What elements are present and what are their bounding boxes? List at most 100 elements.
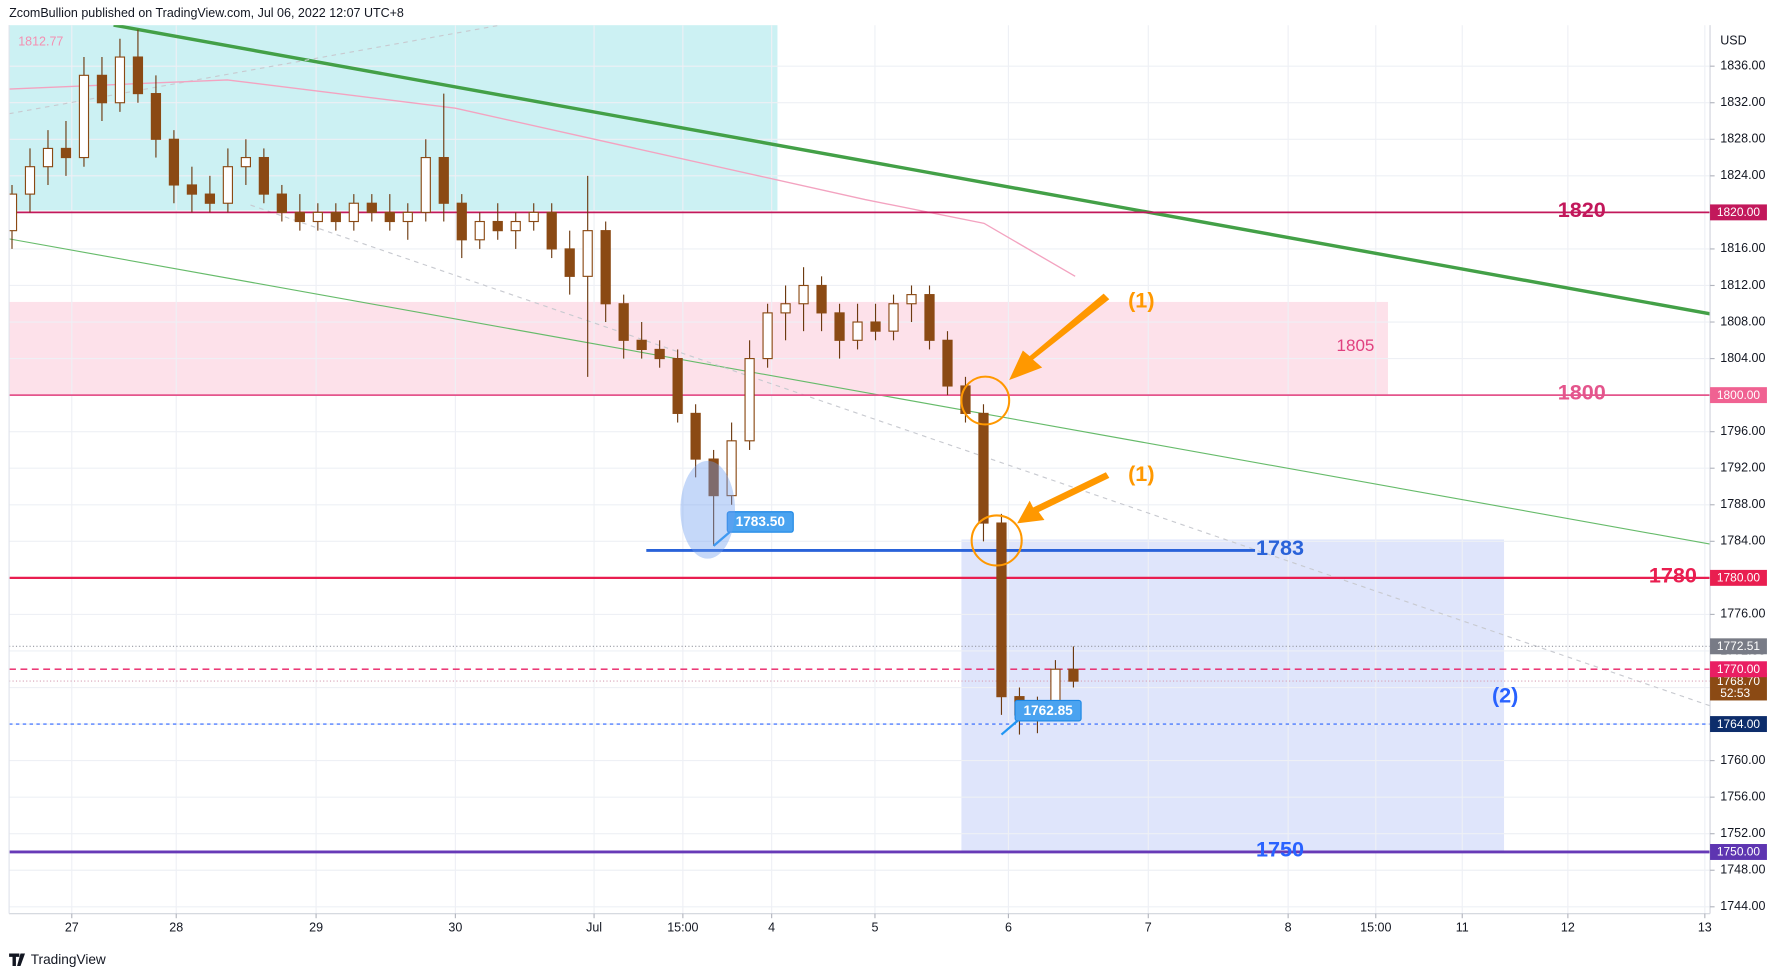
callout-label: 1783.50 (736, 514, 786, 529)
price-tag-label: 1750.00 (1717, 845, 1761, 859)
candle-body (636, 339, 647, 351)
candle-body (96, 74, 108, 104)
zone (961, 539, 1505, 852)
candle-body (222, 166, 234, 204)
x-tick-label: 13 (1698, 921, 1712, 935)
logo: TradingView (9, 952, 106, 967)
candle-body (600, 230, 611, 305)
price-tag-label: 1768.70 (1717, 674, 1761, 688)
y-tick-label: 1752.00 (1720, 826, 1765, 840)
candle-body (798, 284, 809, 305)
marker-label: (2) (1492, 682, 1518, 707)
y-tick-label: 1744.00 (1720, 899, 1765, 913)
trendline (9, 25, 501, 115)
zone (9, 301, 1388, 396)
candle-body (780, 303, 791, 314)
candle-body (834, 312, 845, 341)
candle-body (204, 193, 216, 204)
x-tick-label: 28 (169, 921, 183, 935)
arrow (1009, 293, 1110, 381)
price-tag-label: 1800.00 (1717, 388, 1761, 402)
candle-body (690, 412, 701, 460)
candle-body (348, 202, 359, 223)
countdown: 52:53 (1720, 686, 1750, 700)
candle-body (78, 74, 90, 159)
zone-label: 1805 (1336, 336, 1374, 355)
candle-body (654, 348, 665, 360)
candle-body (276, 193, 287, 213)
candle-body (330, 211, 341, 223)
candle-body (42, 147, 54, 168)
zone (9, 25, 778, 211)
candle-body (528, 211, 539, 223)
price-tag-label: 1820.00 (1717, 205, 1761, 219)
candle-body (474, 220, 485, 241)
candle-body (996, 522, 1007, 698)
level-label: 1780 (1649, 562, 1697, 587)
callout-box (726, 511, 794, 533)
price-tag-label: 1772.51 (1717, 639, 1761, 653)
corner-label: 1812.77 (18, 34, 63, 48)
candle-body (762, 312, 773, 360)
candle-body (852, 321, 863, 341)
level-label: 1800 (1558, 380, 1606, 405)
price-tag (1710, 844, 1767, 860)
trendline (9, 238, 1711, 545)
x-tick-label: 15:00 (1360, 921, 1391, 935)
candle-body (312, 211, 323, 223)
x-tick-label: 6 (1005, 921, 1012, 935)
candle-body (708, 458, 719, 497)
candle-body (24, 166, 36, 195)
x-tick-label: 29 (309, 921, 323, 935)
x-tick-label: 30 (448, 921, 462, 935)
price-tag-label: 1770.00 (1717, 662, 1761, 676)
candle-body (726, 440, 737, 497)
annotations (680, 293, 1110, 567)
candle-body (582, 230, 593, 277)
y-tick-label: 1812.00 (1720, 278, 1765, 292)
candle-body (906, 294, 917, 305)
axes: USD 1744.00 1748.00 1752.00 1756.00 1760.00 17… (8, 0, 1784, 945)
candle-body (744, 358, 755, 442)
x-tick-label: 27 (65, 921, 79, 935)
footer: TradingView (31, 952, 106, 967)
price-tag (1710, 569, 1767, 586)
candle-body (564, 248, 575, 277)
x-tick-label: 15:00 (667, 921, 698, 935)
candle-body (870, 321, 881, 332)
price-tag (1710, 638, 1767, 655)
y-tick-label: 1824.00 (1720, 168, 1765, 182)
highlight-circle (970, 514, 1023, 567)
candle-body (114, 56, 126, 104)
x-tick-label: 7 (1145, 921, 1152, 935)
candle-body (9, 193, 18, 232)
candle-body (132, 56, 144, 95)
moving-average (9, 79, 1076, 277)
marker-label: (1) (1128, 288, 1154, 313)
candle-body (240, 156, 251, 168)
callout-pointer (1000, 720, 1019, 736)
y-tick-label: 1788.00 (1720, 497, 1765, 511)
y-tick-label: 1756.00 (1720, 789, 1765, 803)
candle-body (402, 211, 413, 223)
y-tick-label: 1808.00 (1720, 314, 1765, 328)
level-label: 1783 (1256, 535, 1304, 560)
price-tag-label: 1764.00 (1717, 717, 1761, 731)
price-tag (1710, 673, 1767, 701)
y-tick-label: 1832.00 (1720, 95, 1765, 109)
candle-body (384, 211, 395, 223)
candle-body (924, 294, 935, 341)
candle-body (168, 138, 180, 186)
x-tick-label: 4 (768, 921, 775, 935)
callout-label: 1762.85 (1023, 703, 1073, 718)
y-tick-label: 1760.00 (1720, 753, 1765, 767)
x-tick-label: 8 (1285, 921, 1292, 935)
price-tag (1710, 387, 1767, 404)
candle-body (978, 412, 989, 524)
trendline (113, 25, 1711, 316)
price-tag-label: 1780.00 (1717, 571, 1761, 585)
trendline (250, 204, 1711, 707)
candle-body (258, 156, 269, 195)
